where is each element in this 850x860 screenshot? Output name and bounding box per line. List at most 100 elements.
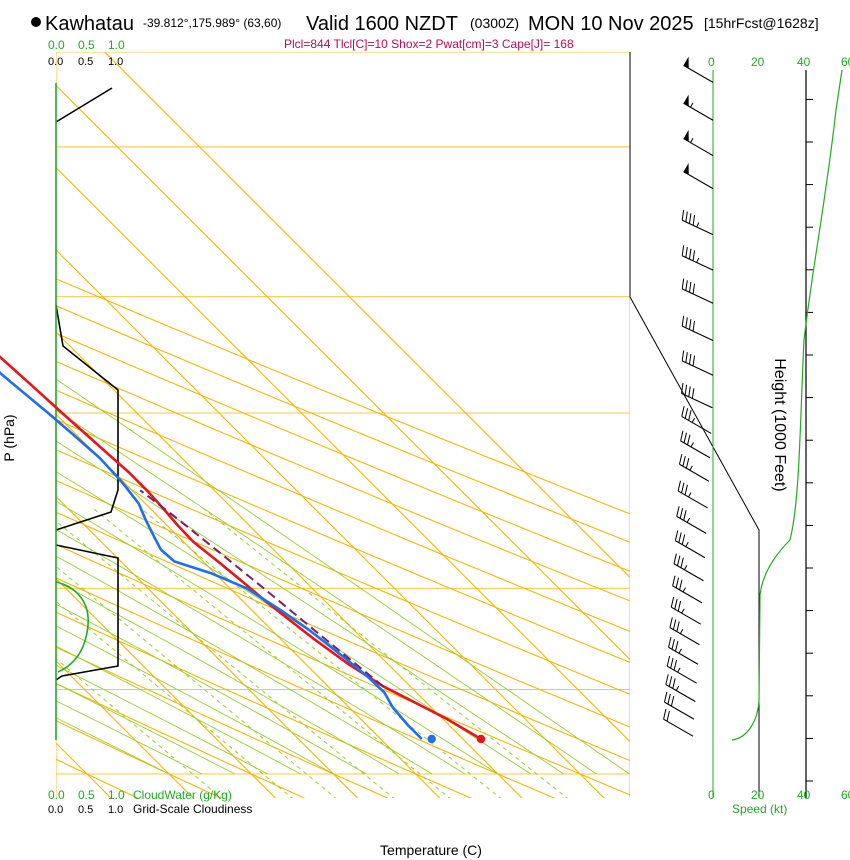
wind-barb-flag	[667, 693, 671, 705]
wind-barb-380	[681, 245, 714, 271]
wind-barb-flag	[685, 352, 688, 363]
forecast-info: [15hrFcst@1628z]	[704, 15, 819, 31]
dry-adiabat-10	[56, 611, 473, 798]
wind-barb-flag	[670, 596, 675, 608]
wind-barb-staff	[675, 540, 706, 559]
moist-adiabat-16	[56, 528, 466, 775]
moist-adiabat-4	[56, 603, 367, 775]
wind-barb-halfflag	[689, 465, 693, 471]
cloudwater-bottom-tick-05: 0.5	[78, 788, 95, 802]
wind-barb-900	[663, 691, 695, 720]
cloudiness-bottom-tick-0: 0.0	[48, 804, 63, 816]
wind-barb-flag	[681, 350, 685, 361]
wind-barb-flag	[673, 553, 677, 564]
wind-barb-flag	[668, 676, 673, 687]
wind-barb-flag	[688, 319, 692, 330]
cloudwater-bottom-tick-1: 1.0	[108, 788, 125, 802]
speed-top-tick-40: 40	[797, 55, 811, 69]
speed-top-tick-20: 20	[751, 55, 765, 69]
speed-axis-label: Speed (kt)	[732, 802, 787, 816]
wind-barb-staff	[681, 360, 714, 376]
wind-barb-staff	[681, 288, 714, 304]
wind-barb-flag	[692, 214, 696, 226]
cloudiness-top-tick-1: 1.0	[108, 56, 123, 68]
wind-barb-flag	[681, 382, 684, 394]
wind-barb-flag	[688, 353, 692, 365]
wind-barb-840	[666, 655, 697, 684]
wind-barb-flag	[676, 506, 680, 517]
moist-adiabat-36	[56, 378, 630, 775]
wind-barb-flag	[681, 534, 686, 545]
dry-adiabat-60	[56, 449, 630, 695]
wind-barb-545	[680, 430, 711, 459]
station-coords: -39.812°,175.989° (63,60)	[143, 16, 281, 30]
isotherm--10	[56, 577, 277, 798]
wind-barb-flag	[678, 532, 682, 543]
wind-barb-staff	[681, 255, 714, 271]
isotherm-40	[56, 166, 630, 743]
wind-barb-flag	[692, 283, 696, 295]
cloudwater-top-tick-1: 1.0	[108, 38, 125, 52]
speed-bottom-tick-0: 0	[708, 788, 715, 802]
moist-adiabat-8	[56, 580, 400, 775]
moist-adiabat--12	[56, 682, 236, 775]
wind-barb-flag	[688, 213, 692, 224]
wind-barb-flag	[679, 508, 684, 519]
wind-barb-halfflag	[681, 608, 685, 614]
surface-temperature-point	[476, 734, 486, 744]
wind-barb-staff	[673, 563, 704, 582]
wind-barb-flag	[684, 384, 688, 396]
wind-barb-570	[678, 453, 710, 482]
wind-barb-flag	[680, 557, 684, 568]
wind-barb-flag	[677, 600, 682, 612]
cloudiness-top-tick-05: 0.5	[78, 56, 93, 68]
wind-barb-halfflag	[690, 102, 694, 108]
wind-barb-flag	[676, 621, 680, 632]
wind-barb-halfflag	[679, 629, 684, 634]
wind-barb-halfflag	[686, 517, 691, 523]
wind-barb-flag	[683, 510, 687, 521]
mixing-ratio-12	[139, 507, 502, 798]
speed-bottom-tick-60: 60	[841, 788, 850, 802]
mixing-ratio-3	[56, 565, 337, 798]
wind-barb-flag	[682, 455, 686, 467]
wind-barb-halfflag	[682, 587, 686, 593]
wind-barb-flag	[672, 678, 676, 689]
wind-barb-flag	[685, 246, 688, 258]
dry-adiabat-100	[56, 332, 630, 572]
wind-barb-staff	[677, 490, 708, 509]
wind-barb-flag	[685, 457, 690, 469]
moist-adiabat-20	[56, 500, 499, 775]
wind-barb-pennant	[683, 129, 689, 142]
wind-barb-flag	[685, 317, 688, 328]
cloudiness-profile	[55, 87, 119, 681]
wind-barb-690	[673, 553, 704, 582]
wind-barb-staff	[676, 515, 707, 534]
wind-barb-305	[683, 129, 714, 157]
wind-barb-flag	[672, 575, 676, 587]
wind-barb-flag	[683, 432, 687, 443]
wind-barb-flag	[692, 355, 696, 366]
wind-barb-flag	[676, 555, 681, 566]
wind-barb-flag	[666, 655, 671, 667]
wind-barb-staff	[671, 606, 702, 625]
wind-barb-halfflag	[678, 648, 682, 654]
station-marker-icon	[31, 17, 41, 27]
wind-barb-staff	[681, 415, 712, 434]
wind-barb-750	[670, 596, 702, 625]
wind-barb-halfflag	[696, 257, 700, 263]
wind-barb-staff	[672, 585, 703, 604]
wind-barb-355	[681, 209, 714, 236]
wind-barb-flag	[674, 640, 679, 652]
wind-barb-staff	[663, 718, 694, 737]
wind-barb-staff	[666, 665, 697, 684]
moist-adiabat-24	[56, 471, 532, 775]
wind-barb-810	[668, 636, 699, 665]
wind-barb-flag	[681, 406, 685, 417]
cloudiness-axis-label: Grid-Scale Cloudiness	[133, 802, 252, 816]
wind-barb-halfflag	[685, 542, 689, 547]
speed-top-tick-60: 60	[841, 55, 850, 69]
wind-barb-720	[672, 575, 703, 604]
station-name: Kawhatau	[45, 13, 134, 35]
wind-barb-600	[677, 480, 708, 509]
